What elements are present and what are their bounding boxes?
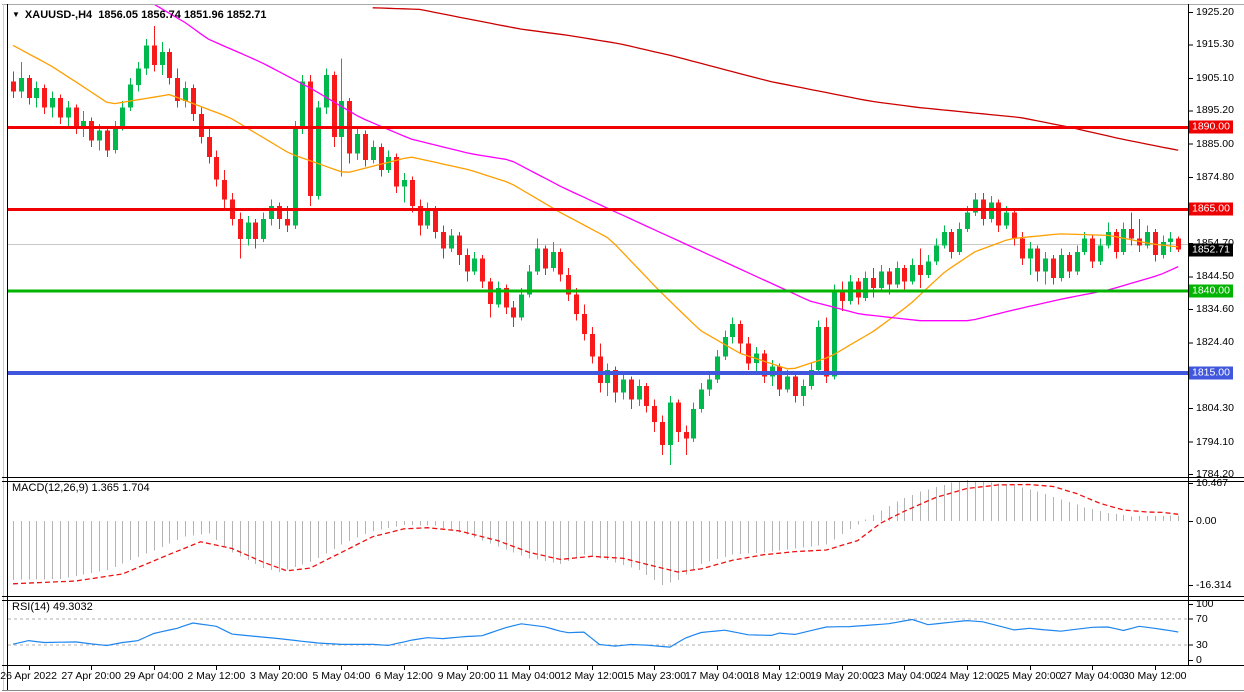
- time-axis-label: 27 May 04:00: [1060, 670, 1124, 682]
- price-axis-tick: 1885.00: [1196, 137, 1234, 150]
- time-axis-label: 11 May 04:00: [497, 670, 561, 682]
- panel-frame: [2, 4, 1244, 691]
- price-axis-tick: 1915.30: [1196, 38, 1234, 51]
- time-axis-label: 15 May 23:00: [622, 670, 687, 682]
- price-axis-tick: 1844.50: [1196, 270, 1234, 283]
- current-price-label: 1852.71: [1189, 243, 1233, 257]
- time-axis-label: 5 May 04:00: [312, 670, 371, 682]
- ohlc-low: 1851.96: [183, 9, 224, 21]
- chart-title-bar[interactable]: ▼ XAUUSD-,H4 1856.05 1856.74 1851.96 1852…: [12, 9, 267, 21]
- rsi-axis-tick: 0: [1196, 654, 1202, 666]
- price-level-label: 1840.00: [1189, 284, 1233, 298]
- time-axis-label: 3 May 20:00: [249, 670, 308, 682]
- macd-axis-tick: -16.314: [1196, 578, 1232, 591]
- price-axis-tick: 1905.10: [1196, 71, 1234, 84]
- price-level-label: 1890.00: [1189, 120, 1233, 134]
- time-axis-label: 25 May 20:00: [997, 670, 1062, 682]
- ohlc-high: 1856.74: [141, 9, 181, 21]
- price-axis-tick: 1804.30: [1196, 402, 1234, 415]
- time-axis-label: 29 Apr 04:00: [123, 670, 184, 682]
- time-axis-label: 30 May 12:00: [1122, 670, 1187, 682]
- medium-ma-line: [152, 4, 1179, 322]
- price-level-label: 1865.00: [1189, 202, 1233, 216]
- main-price-panel[interactable]: [8, 0, 1188, 465]
- price-axis-tick: 1874.80: [1196, 171, 1234, 184]
- slow-ma-line: [372, 7, 1179, 151]
- time-axis-label: 19 May 20:00: [810, 670, 874, 682]
- macd-panel[interactable]: [12, 480, 1179, 585]
- time-axis-label: 26 Apr 2022: [0, 670, 57, 682]
- price-axis-tick: 1824.40: [1196, 336, 1234, 349]
- symbol-period-label: XAUUSD-,H4: [24, 9, 93, 21]
- price-axis-tick: 1834.60: [1196, 302, 1234, 315]
- price-axis-tick: 1784.20: [1196, 468, 1234, 480]
- time-axis-label: 23 May 04:00: [872, 670, 937, 682]
- axis-tick-marks: [29, 12, 1193, 670]
- time-axis-label: 12 May 12:00: [559, 670, 624, 682]
- ohlc-close: 1852.71: [226, 9, 267, 21]
- time-axis-label: 27 Apr 20:00: [61, 670, 121, 682]
- ohlc-open: 1856.05: [98, 9, 139, 21]
- price-axis-tick: 1794.10: [1196, 435, 1234, 448]
- rsi-axis-tick: 30: [1196, 638, 1208, 651]
- macd-axis-tick: 10.467: [1196, 477, 1229, 489]
- time-axis-label: 2 May 12:00: [187, 670, 246, 682]
- rsi-axis-tick: 70: [1196, 612, 1208, 625]
- macd-axis-tick: 0.00: [1196, 515, 1217, 527]
- rsi-indicator-label: RSI(14) 49.3032: [12, 601, 93, 613]
- time-axis-label: 9 May 20:00: [437, 670, 496, 682]
- fast-ma-line: [12, 44, 1179, 370]
- time-axis-label: 24 May 12:00: [935, 670, 999, 682]
- price-axis-tick: 1895.20: [1196, 104, 1234, 117]
- price-axis-tick: 1925.20: [1196, 6, 1234, 18]
- symbol-dropdown-icon[interactable]: ▼: [12, 10, 20, 19]
- time-axis-label: 18 May 12:00: [747, 670, 812, 682]
- rsi-axis-tick: 100: [1196, 598, 1214, 610]
- time-axis-label: 6 May 12:00: [375, 670, 433, 682]
- time-axis-label: 17 May 04:00: [684, 670, 749, 682]
- price-level-label: 1815.00: [1189, 366, 1233, 380]
- rsi-panel[interactable]: [8, 618, 1188, 648]
- macd-indicator-label: MACD(12,26,9) 1.365 1.704: [12, 482, 150, 494]
